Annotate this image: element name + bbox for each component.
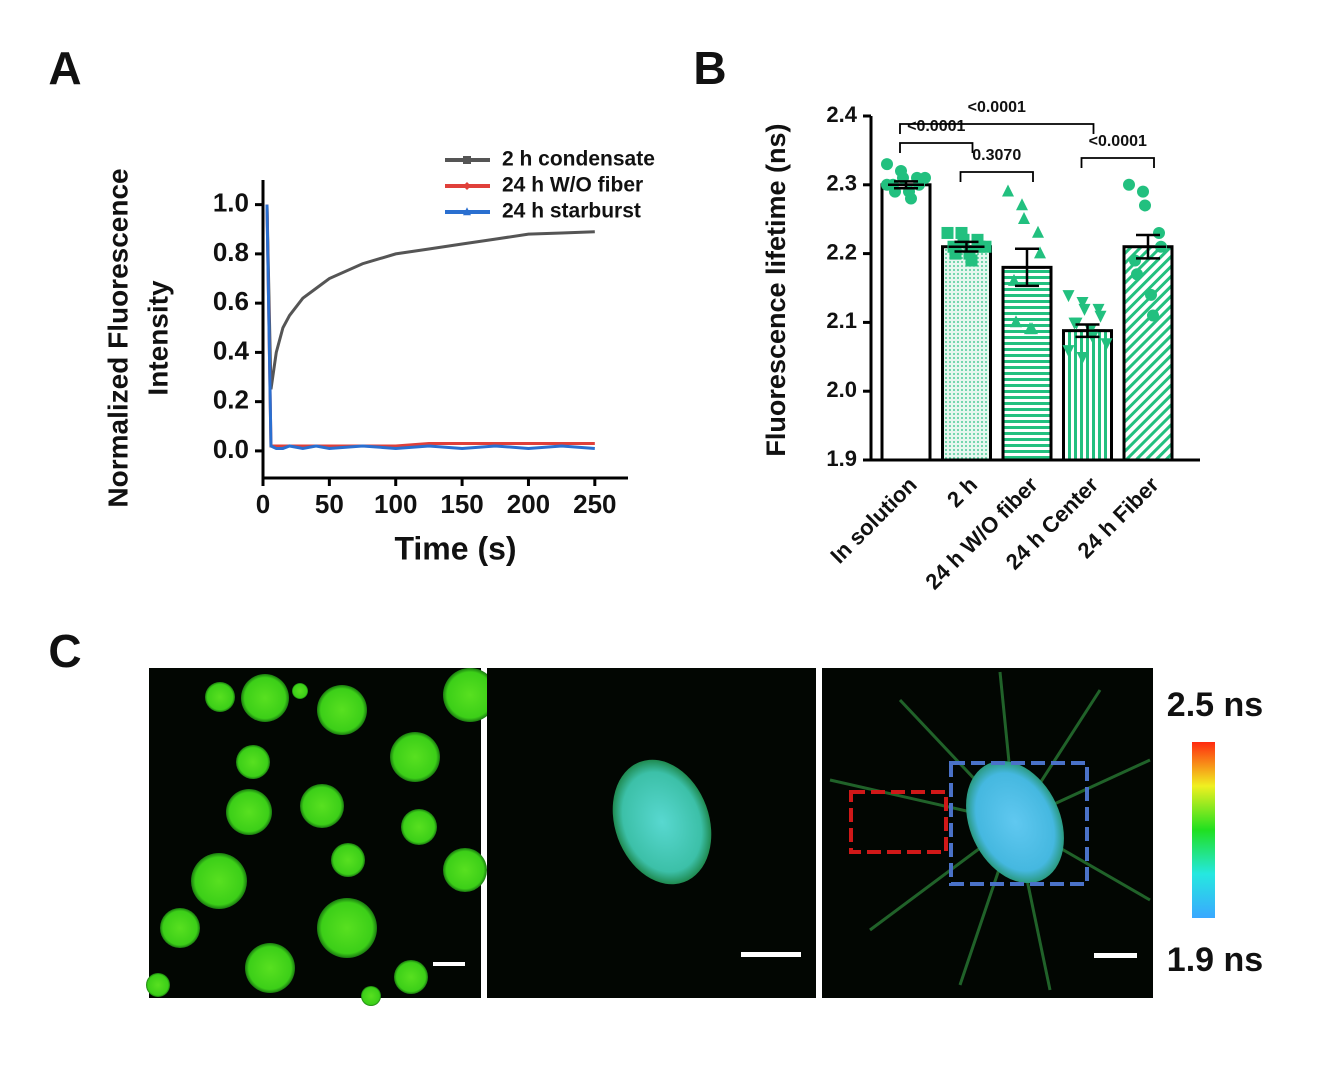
data-point [1002,184,1014,197]
data-point [1076,296,1089,309]
data-point [1016,198,1028,211]
panel-label: B [693,42,726,94]
data-point [1034,246,1046,259]
bar [941,245,992,462]
y-axis-label: Intensity [142,280,173,396]
error-bar [948,240,985,253]
y-axis-label: Fluorescence lifetime (ns) [761,123,791,456]
colorbar-min: 1.9 ns [1167,941,1263,979]
micrograph-1 [146,668,497,1006]
error-bar [1009,247,1045,288]
y-tick-label: 2.3 [826,171,857,196]
series-line [265,204,595,390]
y-tick-label: 0.2 [213,385,249,415]
data-point [1129,254,1141,267]
bar [880,183,932,462]
data-point [1092,303,1105,316]
legend-marker [463,182,471,190]
colorbar-max: 2.5 ns [1167,686,1263,724]
legend-label: 2 h condensate [502,148,655,171]
data-point [1145,288,1157,301]
colorbar [1192,742,1215,918]
data-point [1100,338,1113,351]
x-tick-label: 200 [507,489,550,519]
significance-label: <0.0001 [907,118,965,135]
data-point [1018,212,1030,224]
bar [1001,265,1053,462]
x-tick-label: 100 [374,489,417,519]
y-tick-label: 2.1 [826,308,857,333]
data-point [881,158,893,171]
data-point [941,226,954,239]
x-tick-label: 2 h [942,472,982,512]
data-point [1076,352,1089,364]
panel-label: A [48,42,81,94]
error-bar [1069,323,1106,339]
panel-label: C [48,625,81,677]
significance-bracket [899,142,974,153]
data-point [1010,315,1022,328]
error-bar [888,180,924,190]
data-point [965,254,978,267]
data-point [979,240,992,253]
data-point [1062,345,1075,358]
data-point [1008,273,1020,286]
data-point [919,171,931,184]
y-tick-label: 0.0 [213,434,249,464]
y-tick-label: 2.2 [826,239,857,264]
significance-bracket [959,171,1034,182]
data-point [1147,309,1159,322]
y-tick-label: 1.0 [213,188,249,218]
x-axis-label: Time (s) [394,530,516,566]
legend-label: 24 h starburst [502,200,641,223]
data-point [881,178,893,191]
data-point [905,192,917,205]
significance-bracket [1080,157,1155,168]
x-tick-label: In solution [825,472,921,568]
x-tick-label: 150 [440,489,483,519]
error-bar [1130,233,1166,260]
data-point [1078,303,1091,316]
significance-bracket [899,123,1095,134]
y-tick-label: 2.0 [826,377,857,402]
legend-label: 24 h W/O fiber [502,174,643,197]
data-point [1137,185,1149,198]
y-axis-label: Normalized Fluorescence [102,168,133,507]
data-point [1139,199,1151,212]
x-tick-label: 0 [256,489,270,519]
y-tick-label: 1.9 [826,446,857,471]
micrograph-2 [487,668,816,998]
significance-label: <0.0001 [1089,133,1147,150]
data-point [1153,226,1165,239]
legend-marker [463,207,471,216]
significance-label: <0.0001 [968,99,1026,116]
bar [1122,245,1174,462]
y-tick-label: 2.4 [826,102,857,127]
data-point [1094,310,1107,323]
series-line [265,204,595,450]
data-point [1062,290,1075,303]
x-tick-label: 250 [573,489,616,519]
data-point [1026,322,1038,335]
y-tick-label: 0.8 [213,237,249,267]
data-point [1123,178,1135,191]
y-tick-label: 0.4 [213,335,250,365]
legend-marker [463,156,471,164]
x-tick-label: 50 [315,489,344,519]
micrograph-3 [822,668,1153,998]
data-point [1032,225,1044,238]
series-line [265,204,595,448]
significance-label: 0.3070 [972,147,1021,164]
data-point [1131,268,1143,281]
y-tick-label: 0.6 [213,286,249,316]
data-point [949,247,962,260]
